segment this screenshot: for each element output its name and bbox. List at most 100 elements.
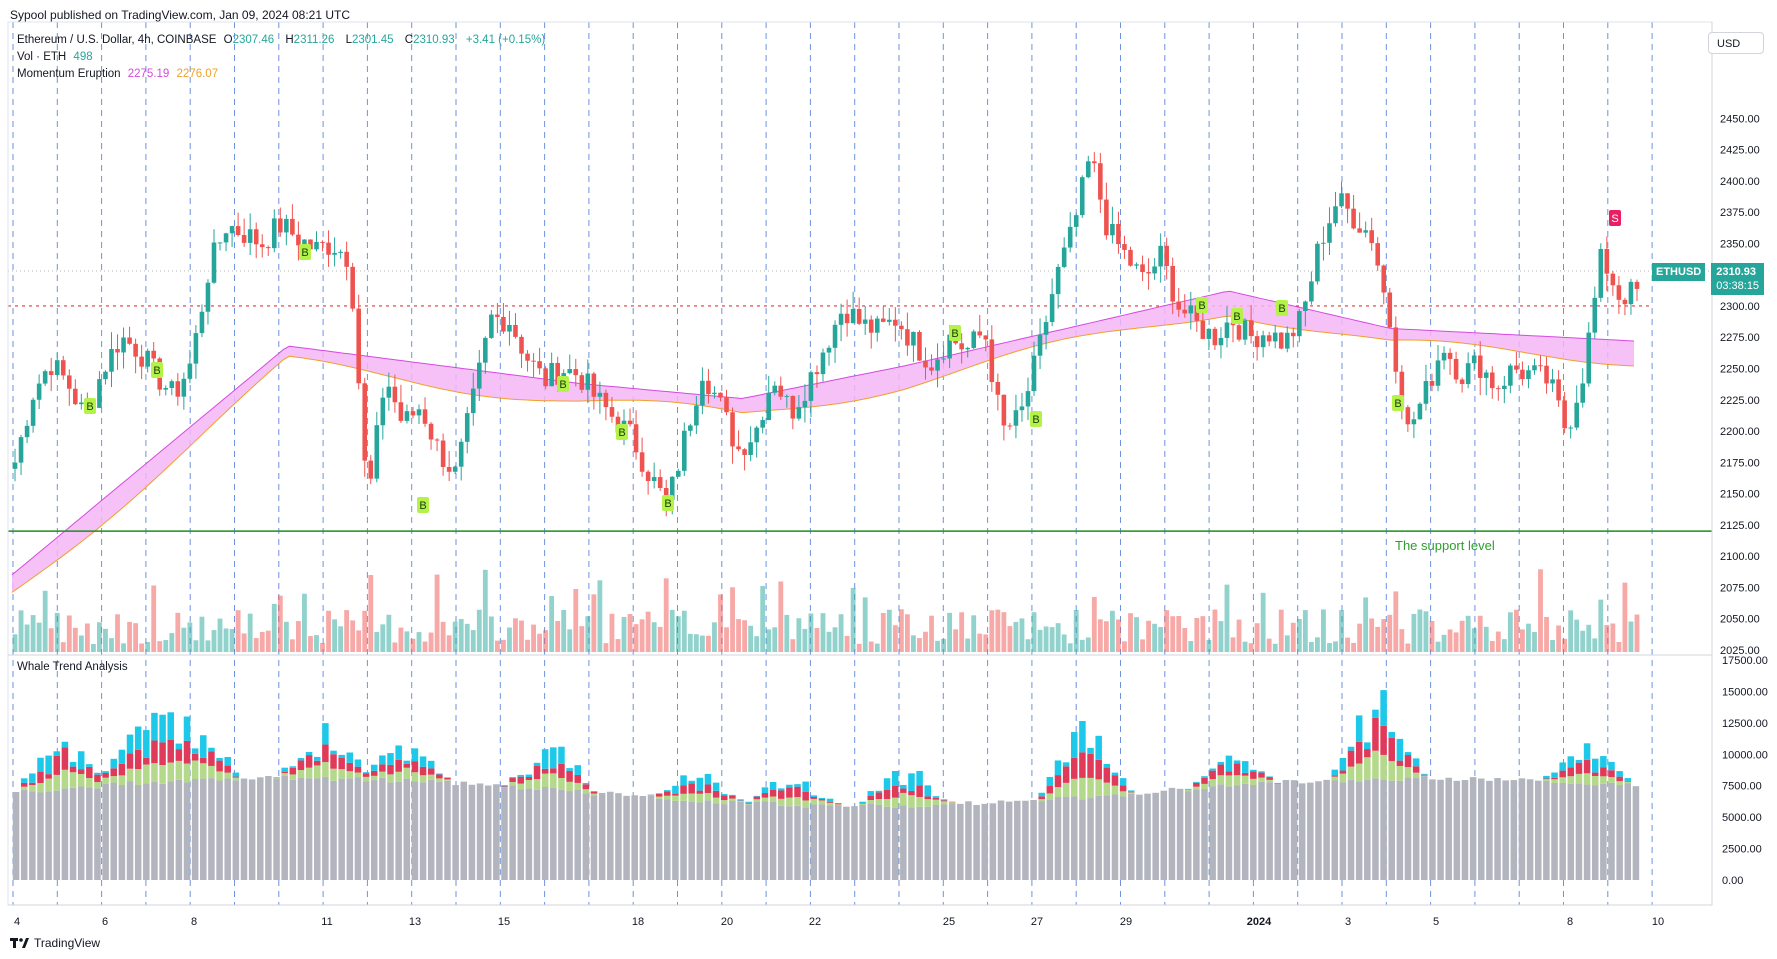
whale-bar [1347,779,1355,880]
volume-bar [1321,609,1326,652]
candle-body [193,333,199,364]
whale-bar [1127,790,1135,793]
whale-bar [1355,715,1363,742]
whale-bar [883,799,891,807]
whale-bar [900,788,907,793]
whale-bar [1396,780,1404,880]
candle-body [60,360,66,376]
volume-bar [133,623,139,652]
whale-bar [664,795,671,800]
candle-body [1073,215,1079,227]
whale-bar [1616,776,1623,782]
whale-bar [607,791,614,880]
whale-bar [208,751,215,766]
whale-bar [1575,759,1583,763]
whale-bar [387,764,394,775]
whale-bar [444,777,451,780]
volume-bar [187,622,193,652]
whale-bar [1543,778,1550,780]
whale-bar [1608,761,1615,771]
volume-bar [621,616,627,652]
whale-bar [1087,747,1094,754]
candle-body [874,318,880,333]
volume-bar [880,612,886,652]
whale-bar [69,772,77,788]
whale-bar [403,760,411,764]
whale-bar [69,766,77,773]
whale-bar [696,802,704,880]
signal-label: B [153,365,160,377]
whale-bar [1127,793,1135,880]
whale-bar [110,768,118,777]
volume-bar [84,623,90,652]
candle-body [211,242,217,283]
whale-bar [541,773,549,788]
volume-bar [977,633,983,652]
candle-body [1254,336,1260,348]
whale-bar [403,767,411,779]
whale-bar [1095,759,1102,780]
candle-body [97,379,102,408]
legend-symbol-row[interactable]: Ethereum / U.S. Dollar, 4h, COINBASE O23… [17,34,549,46]
whale-bar [1347,750,1355,767]
candle-body [1110,224,1115,236]
candle-body [1248,320,1254,337]
volume-bar [223,628,229,652]
volume-bar [1091,596,1097,652]
whale-bar [354,759,362,767]
time-tick-label: 29 [1120,916,1132,928]
candle-body [1092,161,1097,164]
whale-bar [159,714,166,743]
candle-body [820,352,826,375]
currency-button[interactable]: USD [1708,32,1764,54]
whale-bar [1388,731,1395,738]
volume-bar [36,622,42,652]
legend-volume-row[interactable]: Vol · ETH 498 [17,51,97,63]
whale-bar [590,791,598,794]
whale-bar [419,756,427,767]
whale-bar [313,778,321,880]
whale-bar [411,781,419,880]
whale-bar [1380,725,1387,755]
candle-body [1586,332,1592,384]
footer-brand[interactable]: TradingView [10,936,100,950]
volume-bar [1266,638,1272,652]
whale-bar [566,791,573,880]
signal-badge [949,325,961,341]
candle-body [850,309,856,324]
volume-bar [440,621,446,652]
whale-bar [867,795,875,801]
whale-bar [517,789,525,880]
whale-bar [143,783,150,880]
candle-body [591,373,597,397]
whale-bar [313,756,321,761]
whale-bar [183,763,191,783]
whale-bar [1339,770,1347,774]
whale-bar [1608,777,1615,783]
whale-bar [598,792,606,880]
whale-bar [240,778,248,880]
volume-bar [1351,642,1357,652]
whale-bar [1591,785,1599,880]
whale-bar [647,794,655,796]
volume-bar [1025,639,1031,652]
volume-bar [386,614,392,652]
price-tag-countdown: 03:38:15 [1716,280,1760,292]
legend-indicator-row[interactable]: Momentum Eruption 2275.19 2276.07 [17,68,222,80]
whale-bar [802,807,809,880]
whale-bar [1038,796,1045,800]
whale-bar [1559,782,1566,880]
candle-body [199,311,205,334]
candle-body [507,324,512,332]
whale-bar [924,806,932,880]
whale-bar [289,766,297,768]
candle-body [627,420,633,425]
whale-bar [1396,760,1404,766]
volume-bar [1152,623,1158,652]
whale-bar [1575,783,1583,880]
price-tag-price: 2310.93 [1716,266,1756,278]
volume-bar [482,569,488,652]
candle-body [483,337,488,363]
volume-bar [362,610,368,652]
legend-open-value: 2307.46 [232,34,275,46]
